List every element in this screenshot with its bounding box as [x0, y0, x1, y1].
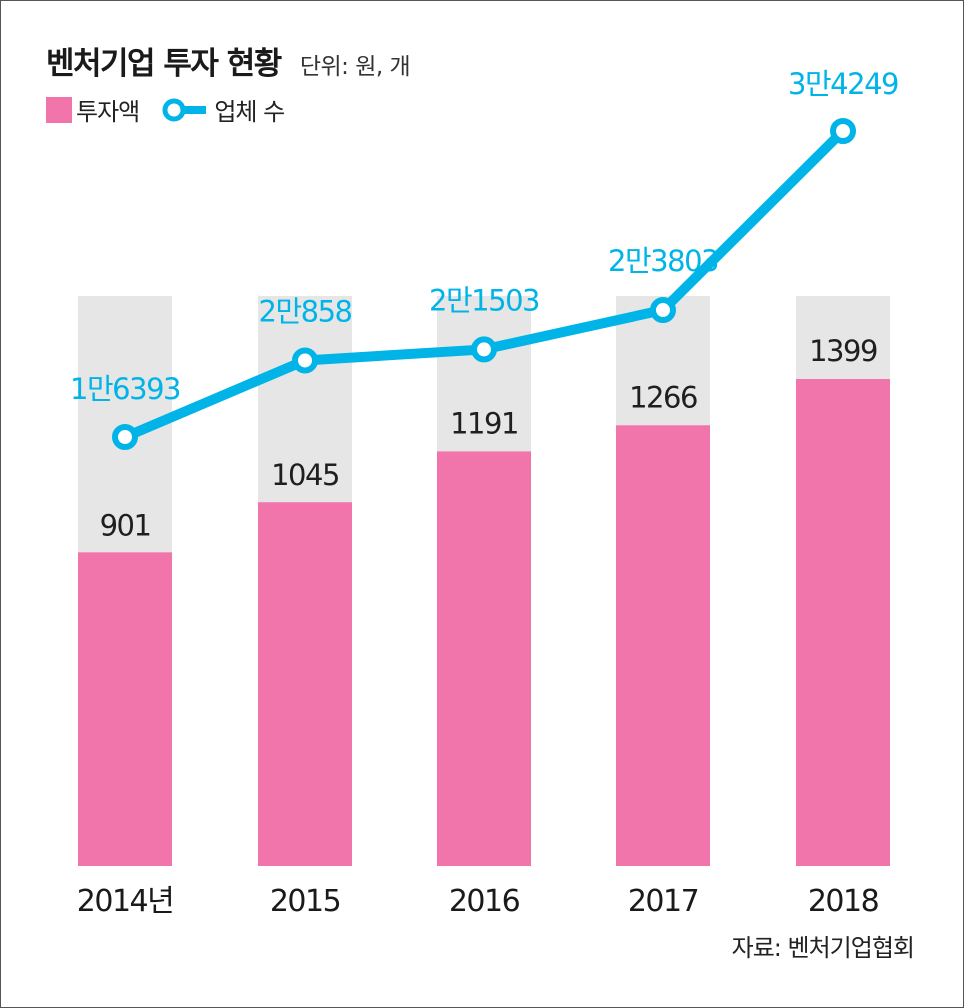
chart-header: 벤처기업 투자 현황 단위: 원, 개 — [46, 38, 411, 83]
legend: 투자액 업체 수 — [46, 92, 300, 128]
chart-unit: 단위: 원, 개 — [299, 54, 411, 80]
bar — [616, 425, 710, 866]
line-point — [292, 347, 318, 374]
bar-value-label: 1191 — [450, 406, 518, 440]
bar-value-label: 901 — [100, 508, 151, 542]
x-tick-label: 2018 — [808, 884, 879, 919]
line-point — [471, 336, 497, 363]
legend-label-company-count: 업체 수 — [214, 98, 285, 126]
line-value-label: 2만1503 — [429, 283, 539, 317]
legend-line-marker-icon — [162, 98, 207, 121]
legend-item-company-count: 업체 수 — [160, 92, 285, 127]
x-tick-label: 2016 — [449, 884, 520, 919]
legend-item-investment: 투자액 — [46, 92, 140, 127]
line-value-label: 2만858 — [259, 294, 352, 328]
x-tick-label: 2015 — [270, 884, 340, 919]
line-point — [830, 118, 856, 144]
legend-bar-swatch-icon — [46, 96, 72, 123]
source-note: 자료: 벤처기업협회 — [731, 934, 915, 962]
line-point — [650, 297, 676, 324]
chart-title: 벤처기업 투자 현황 — [46, 46, 282, 82]
line-value-label: 2만3803 — [608, 244, 718, 278]
line-value-label: 1만6393 — [70, 372, 180, 406]
x-tick-label: 2017 — [628, 884, 698, 919]
bar-value-label: 1045 — [271, 458, 339, 492]
bar-value-label: 1266 — [629, 380, 697, 414]
bar-value-label: 1399 — [809, 334, 877, 368]
line-point — [112, 424, 138, 450]
bar — [78, 552, 172, 866]
bar — [258, 502, 352, 866]
x-tick-label: 2014년 — [77, 884, 173, 919]
legend-label-investment: 투자액 — [76, 98, 140, 126]
line-value-label: 3만4249 — [788, 67, 898, 101]
bar — [437, 451, 531, 866]
bar — [796, 379, 890, 866]
